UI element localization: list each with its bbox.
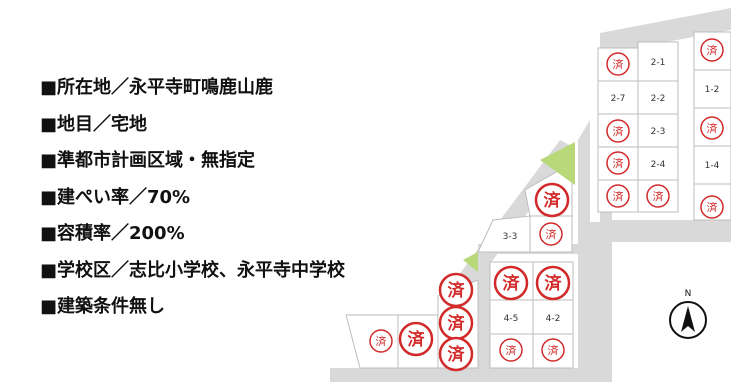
sold-mark: 済 — [448, 280, 466, 301]
sold-stamp-small: 済 — [646, 184, 670, 208]
lot-label: 4-5 — [504, 314, 519, 324]
lot-3-3 — [477, 215, 531, 253]
sold-stamp-small: 済 — [606, 52, 630, 76]
info-address: ■所在地／永平寺町鳴鹿山鹿 — [40, 77, 274, 98]
road-top — [600, 8, 731, 230]
sold-stamp-small: 済 — [700, 38, 724, 62]
sold-mark: 済 — [448, 313, 466, 334]
sold-stamp-small: 済 — [499, 338, 523, 362]
sold-mark: 済 — [546, 227, 557, 241]
lot-label: 1-4 — [705, 161, 720, 171]
sold-stamps: 済 済 済 済 済 済 済 済 済 済 済 済 済 済 済 済 済 済 済 — [369, 38, 724, 372]
sold-mark: 済 — [376, 334, 387, 348]
info-coverage-ratio: ■建ぺい率／70% — [40, 186, 191, 208]
lot-2-3 — [637, 113, 679, 148]
lot-label: 2-7 — [611, 94, 626, 104]
lot-1-5 — [693, 183, 731, 221]
sold-mark: 済 — [707, 43, 718, 57]
sold-mark: 済 — [613, 156, 624, 170]
lot-label: 2-1 — [651, 58, 666, 68]
sold-mark: 済 — [544, 190, 562, 211]
lot-4-2 — [532, 299, 574, 335]
info-school-district: ■学校区／志比小学校、永平寺中学校 — [40, 259, 346, 281]
lot-label: 3-3 — [503, 232, 518, 242]
sold-stamp-large: 済 — [534, 182, 570, 218]
sold-stamp-small: 済 — [606, 184, 630, 208]
sold-stamp-large: 済 — [493, 265, 529, 301]
sold-stamp-small: 済 — [541, 338, 565, 362]
green-area-1 — [540, 142, 575, 185]
road-east — [600, 220, 731, 242]
north-arrow-icon — [681, 306, 695, 332]
sold-stamp-small: 済 — [606, 151, 630, 175]
lot-2-1 — [637, 41, 679, 82]
road-south — [590, 222, 612, 382]
sold-stamp-large: 済 — [438, 336, 474, 372]
sold-mark: 済 — [613, 189, 624, 203]
info-building-condition: ■建築条件無し — [40, 296, 166, 317]
sold-mark: 済 — [506, 343, 517, 357]
lot-label: 4-2 — [546, 314, 561, 324]
lot-label: 2-4 — [651, 160, 666, 170]
property-info: ■所在地／永平寺町鳴鹿山鹿 ■地目／宅地 ■準都市計画区域・無指定 ■建ぺい率／… — [40, 70, 460, 326]
sold-stamp-small: 済 — [539, 222, 563, 246]
info-planning-zone: ■準都市計画区域・無指定 — [40, 150, 256, 171]
sold-mark: 済 — [613, 57, 624, 71]
sold-stamp-small: 済 — [700, 116, 724, 140]
sold-mark: 済 — [545, 273, 563, 294]
lot-3-2 — [529, 215, 573, 253]
sold-mark: 済 — [548, 343, 559, 357]
sold-mark: 済 — [448, 344, 466, 365]
info-land-category: ■地目／宅地 — [40, 113, 148, 135]
lot-4-5 — [489, 299, 534, 335]
north-compass: N — [669, 289, 707, 339]
lot-label: 2-3 — [651, 127, 666, 137]
lot-2-2 — [637, 80, 679, 115]
lot-labels: 2-1 2-7 2-2 2-3 2-4 1-2 1-4 3-3 4-5 4-2 — [503, 58, 720, 324]
sold-stamp-small: 済 — [369, 329, 393, 353]
lot-1-4 — [693, 145, 731, 185]
compass-label: N — [685, 289, 692, 299]
sold-stamp-large: 済 — [535, 265, 571, 301]
lot-label: 2-2 — [651, 94, 666, 104]
info-floor-area-ratio: ■容積率／200% — [40, 223, 185, 244]
sold-mark: 済 — [707, 121, 718, 135]
sold-mark: 済 — [707, 200, 718, 214]
road-bottom — [330, 368, 600, 382]
sold-mark: 済 — [408, 329, 426, 350]
sold-stamp-small: 済 — [700, 195, 724, 219]
sold-stamp-large: 済 — [398, 321, 434, 357]
lot-label: 1-2 — [705, 85, 720, 95]
sold-stamp-large: 済 — [438, 272, 474, 308]
sold-stamp-small: 済 — [606, 119, 630, 143]
sold-mark: 済 — [503, 273, 521, 294]
sold-mark: 済 — [613, 124, 624, 138]
sold-mark: 済 — [653, 189, 664, 203]
green-area-2 — [463, 252, 478, 272]
